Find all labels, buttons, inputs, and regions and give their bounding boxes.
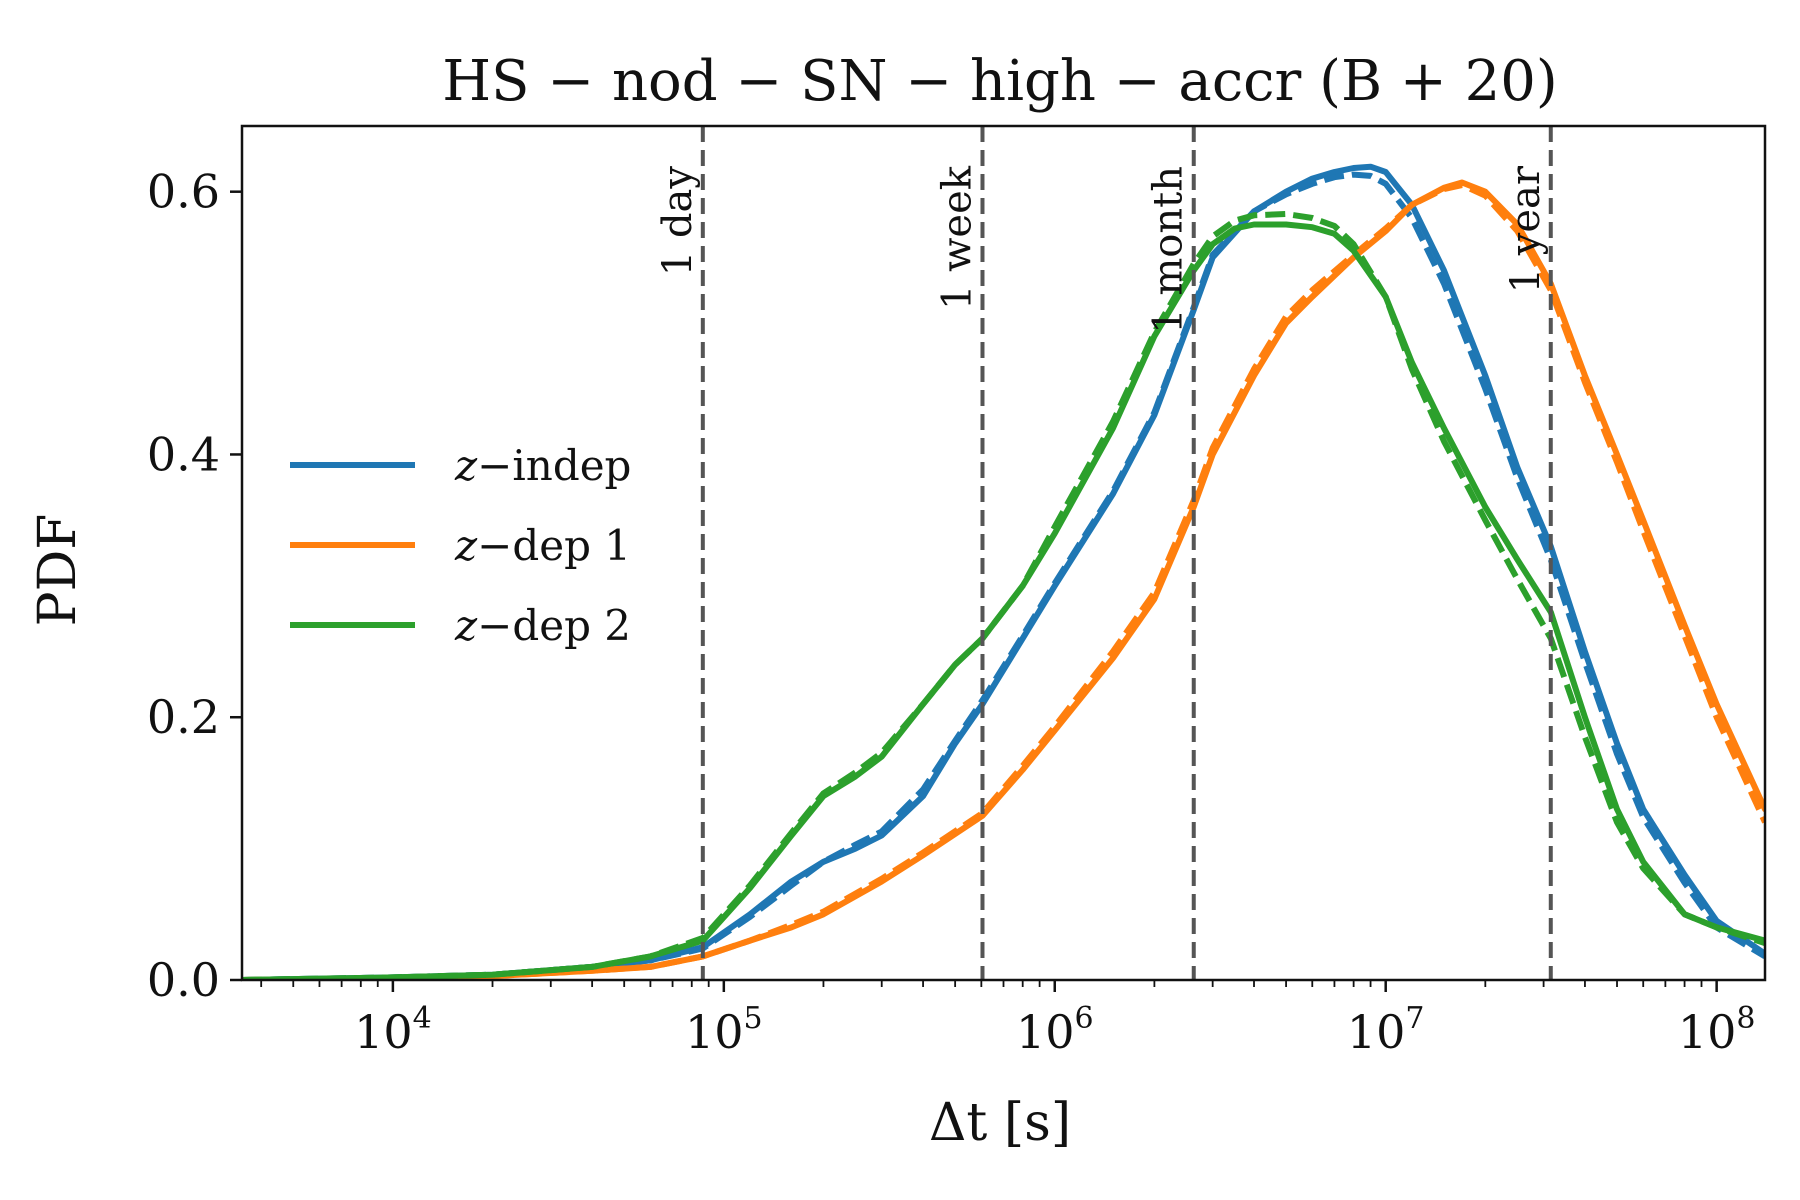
x-axis-ticks: 104 105 106 107 108 <box>260 980 1756 1059</box>
x-axis-label: Δt [s] <box>929 1093 1071 1153</box>
x-tick-label: 106 <box>1016 1001 1094 1059</box>
legend-label-z-indep: z−indep <box>454 441 631 490</box>
y-tick-label: 0.6 <box>147 165 220 219</box>
series-dashed-line-z-dep-1 <box>242 182 1765 980</box>
y-axis-ticks: 0.0 0.2 0.4 0.6 <box>147 165 242 1007</box>
x-tick-label: 107 <box>1347 1001 1425 1059</box>
reference-label-1-year: 1 year <box>1503 165 1549 293</box>
reference-label-1-day: 1 day <box>655 166 701 277</box>
reference-label-1-month: 1 month <box>1146 166 1192 334</box>
y-axis-label: PDF <box>28 514 88 627</box>
legend-label-z-dep-2: z−dep 2 <box>454 601 631 650</box>
legend: z−indep z−dep 1 z−dep 2 <box>290 441 631 650</box>
series-dashed-line-z-dep-2 <box>242 211 1765 980</box>
reference-label-1-week: 1 week <box>934 165 980 310</box>
plot-clipped-group <box>242 163 1765 980</box>
plot-area: 1 day 1 week 1 month 1 year <box>242 126 1765 980</box>
x-tick-label: 104 <box>354 1001 432 1059</box>
y-tick-label: 0.0 <box>147 953 220 1007</box>
x-tick-label: 108 <box>1678 1001 1756 1059</box>
chart-title: HS − nod − SN − high − accr (B + 20) <box>442 49 1558 114</box>
y-tick-label: 0.4 <box>147 427 220 481</box>
legend-label-z-dep-1: z−dep 1 <box>454 521 631 570</box>
series-dashed-line-z-indep <box>242 171 1765 980</box>
x-tick-label: 105 <box>685 1001 763 1059</box>
y-tick-label: 0.2 <box>147 690 220 744</box>
